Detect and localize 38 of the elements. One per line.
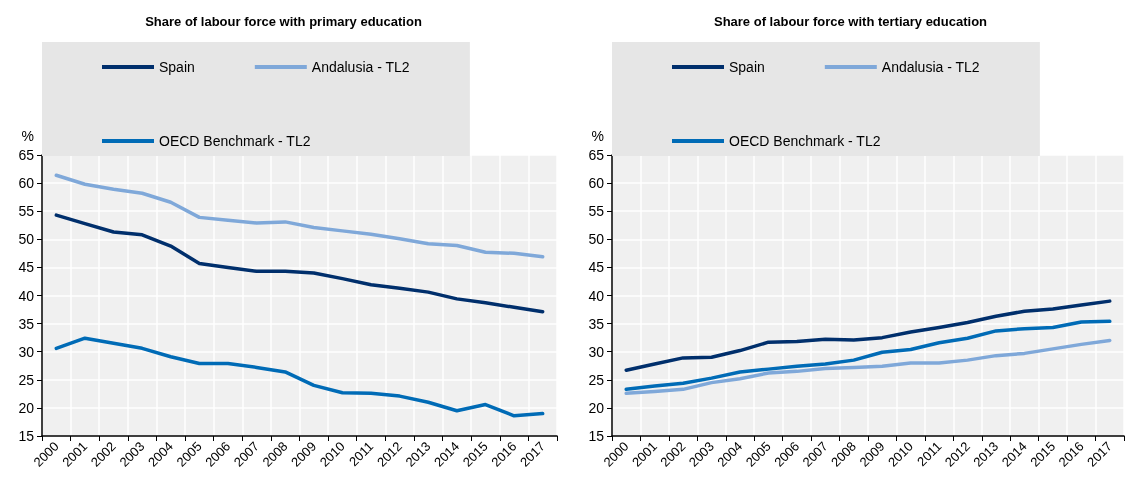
y-tick-label: 25	[588, 371, 605, 388]
chart-title: Share of labour force with tertiary education	[713, 14, 988, 29]
chart-title: Share of labour force with primary education	[145, 14, 422, 29]
y-tick-label: 50	[588, 231, 605, 248]
y-tick-label: 15	[18, 428, 35, 444]
y-tick-label: 40	[588, 287, 605, 304]
y-tick-label: 40	[18, 287, 35, 304]
y-tick-label: 30	[18, 343, 35, 360]
y-tick-label: 60	[18, 175, 35, 192]
y-tick-label: 25	[18, 371, 35, 388]
y-tick-label: 20	[588, 399, 605, 416]
legend-label: OECD Benchmark - TL2	[729, 133, 881, 149]
y-tick-label: 30	[588, 343, 605, 360]
y-axis-title: %	[591, 128, 604, 144]
y-tick-label: 20	[18, 399, 35, 416]
y-tick-label: 55	[588, 203, 605, 220]
line-series	[54, 213, 545, 314]
line-series	[624, 299, 1112, 372]
y-tick-label: 60	[588, 175, 605, 192]
legend-label: OECD Benchmark - TL2	[159, 133, 311, 149]
y-tick-label: 55	[18, 203, 35, 220]
line-series	[54, 336, 545, 418]
y-tick-label: 45	[588, 259, 605, 276]
legend-label: Spain	[729, 59, 765, 75]
line-series	[54, 173, 545, 259]
y-tick-label: 65	[18, 147, 35, 163]
line-series	[624, 338, 1112, 396]
y-axis-title: %	[21, 128, 34, 144]
y-tick-label: 50	[18, 231, 35, 248]
legend-label: Andalusia - TL2	[881, 59, 980, 75]
y-tick-label: 35	[18, 315, 35, 332]
y-tick-label: 65	[588, 147, 605, 163]
y-tick-label: 15	[588, 428, 605, 444]
line-series	[624, 319, 1112, 392]
y-tick-label: 45	[18, 259, 35, 276]
legend-label: Andalusia - TL2	[311, 59, 410, 75]
y-tick-label: 35	[588, 315, 605, 332]
legend-label: Spain	[159, 59, 195, 75]
